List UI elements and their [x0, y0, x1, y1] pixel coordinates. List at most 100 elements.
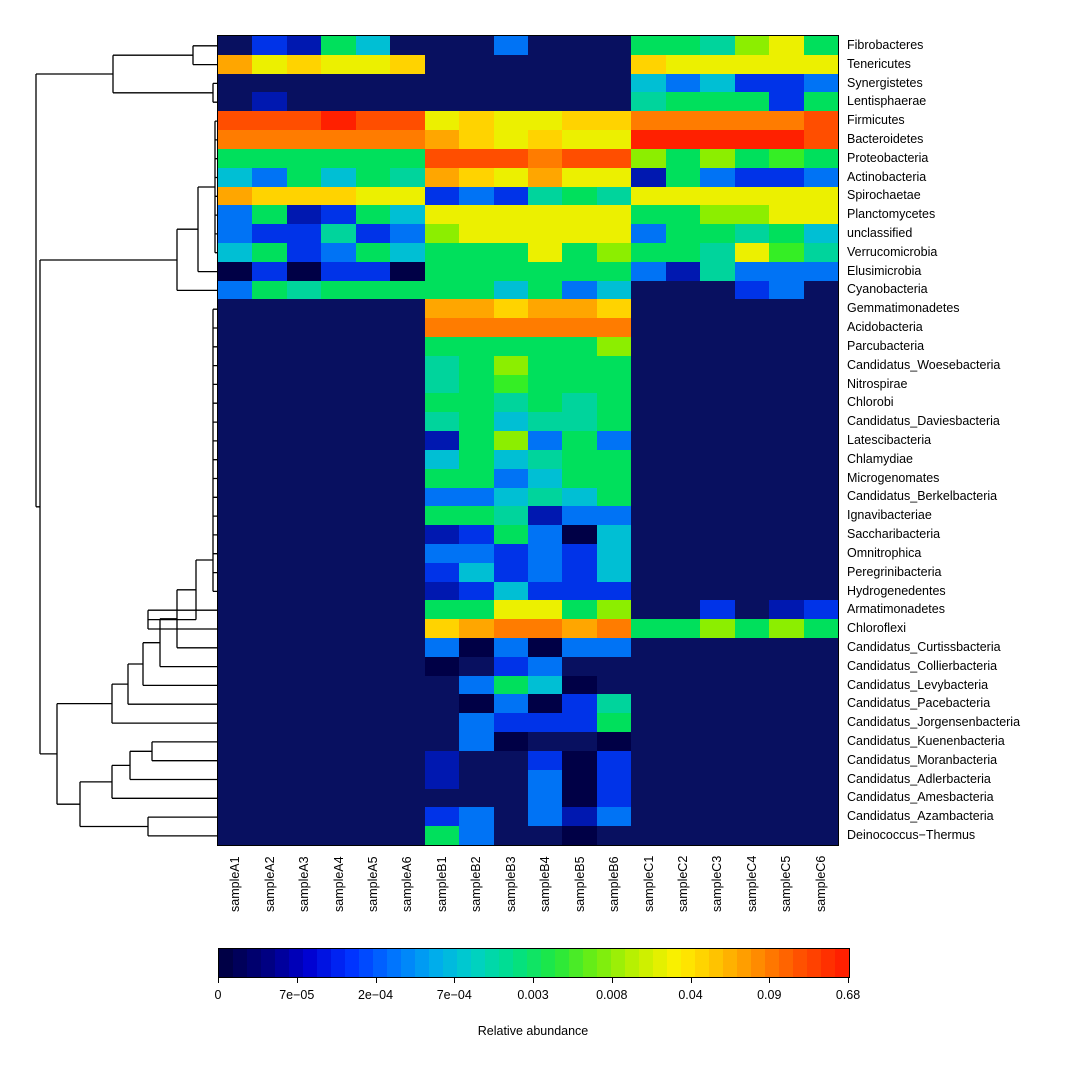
heatmap-cell	[218, 788, 253, 808]
heatmap-cell	[596, 600, 632, 620]
heatmap-cell	[700, 318, 735, 338]
heatmap-cell	[562, 337, 597, 356]
heatmap-cell	[286, 412, 322, 432]
row-label: Lentisphaerae	[847, 94, 927, 109]
heatmap-cell	[459, 807, 494, 827]
heatmap-cell	[596, 562, 632, 582]
heatmap-cell	[527, 543, 563, 563]
heatmap-cell	[218, 355, 253, 375]
heatmap-cell	[218, 713, 253, 733]
heatmap-cell	[493, 562, 528, 582]
heatmap-cell	[321, 713, 356, 733]
heatmap-cell	[562, 581, 597, 601]
heatmap-cell	[562, 769, 597, 789]
colorbar-step	[261, 949, 275, 977]
heatmap-cell	[424, 261, 460, 281]
heatmap-cell	[631, 656, 666, 676]
row-dendrogram	[35, 45, 218, 837]
heatmap-cell	[527, 487, 563, 507]
column-label: sampleA5	[366, 856, 380, 912]
heatmap-cell	[769, 675, 804, 695]
heatmap-cell	[252, 412, 287, 432]
row-label: Candidatus_Berkelbacteria	[847, 489, 998, 504]
heatmap-cell	[665, 694, 701, 714]
heatmap-cell	[286, 826, 322, 845]
heatmap-cell	[631, 694, 666, 714]
heatmap-cell	[769, 393, 804, 413]
heatmap-cell	[459, 600, 494, 620]
heatmap-cell	[665, 713, 701, 733]
row-label: Synergistetes	[847, 75, 923, 90]
heatmap-cell	[631, 525, 666, 544]
heatmap-cell	[493, 619, 528, 639]
heatmap-cell	[665, 750, 701, 770]
heatmap-cell	[355, 224, 391, 243]
heatmap-cell	[390, 506, 425, 526]
heatmap-cell	[321, 506, 356, 526]
heatmap-cell	[390, 205, 425, 225]
colorbar-step	[709, 949, 723, 977]
heatmap-cell	[355, 92, 391, 112]
heatmap-cell	[252, 393, 287, 413]
heatmap-cell	[286, 506, 322, 526]
heatmap-cell	[493, 694, 528, 714]
heatmap-cell	[286, 318, 322, 338]
heatmap-cell	[700, 242, 735, 262]
heatmap-cell	[252, 694, 287, 714]
row-label: Armatimonadetes	[847, 602, 945, 617]
heatmap-cell	[321, 73, 356, 93]
heatmap-cell	[631, 111, 666, 131]
row-label: Tenericutes	[847, 56, 911, 71]
heatmap-cell	[769, 619, 804, 639]
colorbar-step	[401, 949, 415, 977]
heatmap-cell	[700, 73, 735, 93]
heatmap-cell	[665, 205, 701, 225]
colorbar-tick	[375, 977, 377, 983]
heatmap-cell	[631, 675, 666, 695]
colorbar-step	[247, 949, 261, 977]
colorbar-tick-label: 0	[214, 988, 222, 1002]
heatmap-cell	[424, 449, 460, 469]
heatmap-cell	[734, 299, 770, 319]
heatmap-cell	[424, 280, 460, 300]
heatmap-cell	[493, 393, 528, 413]
row-label: Cyanobacteria	[847, 282, 928, 297]
heatmap-cell	[631, 36, 666, 55]
colorbar-tick-label: 0.008	[596, 988, 628, 1002]
heatmap-cell	[527, 788, 563, 808]
heatmap-cell	[700, 675, 735, 695]
heatmap-cell	[631, 619, 666, 639]
heatmap-cell	[424, 694, 460, 714]
heatmap-cell	[493, 111, 528, 131]
heatmap-cell	[321, 92, 356, 112]
row-label: Candidatus_Azambacteria	[847, 809, 994, 824]
heatmap-cell	[390, 769, 425, 789]
heatmap-cell	[321, 619, 356, 639]
heatmap-cell	[390, 732, 425, 751]
heatmap-cell	[286, 431, 322, 450]
heatmap-cell	[803, 769, 838, 789]
heatmap-cell	[665, 600, 701, 620]
heatmap-cell	[321, 487, 356, 507]
heatmap-cell	[700, 54, 735, 74]
heatmap-cell	[700, 713, 735, 733]
heatmap-cell	[218, 299, 253, 319]
heatmap-cell	[734, 205, 770, 225]
heatmap-cell	[321, 186, 356, 206]
heatmap-cell	[424, 54, 460, 74]
heatmap-cell	[218, 506, 253, 526]
heatmap-cell	[631, 186, 666, 206]
heatmap-cell	[355, 581, 391, 601]
heatmap-cell	[252, 299, 287, 319]
heatmap-cell	[286, 807, 322, 827]
heatmap-cell	[527, 769, 563, 789]
heatmap-cell	[803, 826, 838, 845]
heatmap-cell	[493, 769, 528, 789]
heatmap-cell	[321, 412, 356, 432]
heatmap-cell	[527, 675, 563, 695]
colorbar-step	[611, 949, 625, 977]
heatmap-cell	[596, 468, 632, 488]
heatmap-cell	[596, 148, 632, 168]
colorbar-step	[821, 949, 835, 977]
row-label: Candidatus_Jorgensenbacteria	[847, 715, 1021, 730]
